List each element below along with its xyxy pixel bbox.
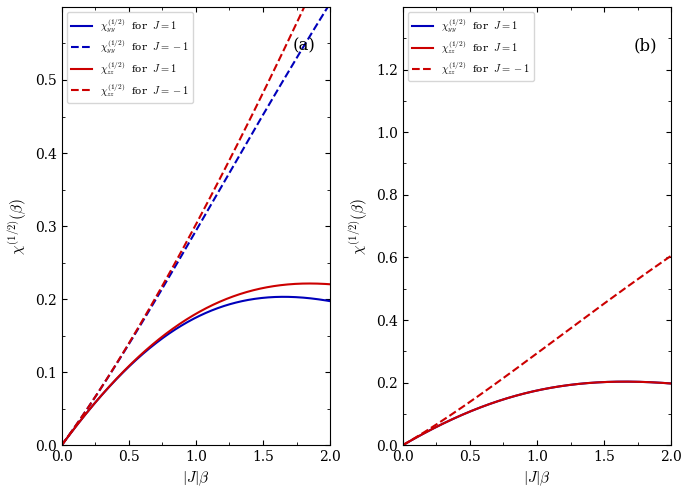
Legend: $\chi^{(1/2)}_{yy}$  for  $J=1$, $\chi^{(1/2)}_{zz}$  for  $J=1$, $\chi^{(1/2)}_: $\chi^{(1/2)}_{yy}$ for $J=1$, $\chi^{(1… — [408, 12, 534, 81]
X-axis label: $|J|\beta$: $|J|\beta$ — [523, 470, 551, 488]
Y-axis label: $\chi^{(1/2)}(\beta)$: $\chi^{(1/2)}(\beta)$ — [348, 198, 371, 254]
Y-axis label: $\chi^{(1/2)}(\beta)$: $\chi^{(1/2)}(\beta)$ — [7, 198, 30, 254]
Text: (b): (b) — [634, 38, 657, 55]
X-axis label: $|J|\beta$: $|J|\beta$ — [182, 470, 210, 488]
Legend: $\chi^{(1/2)}_{yy}$  for  $J=1$, $\chi^{(1/2)}_{yy}$  for  $J=-1$, $\chi^{(1/2)}: $\chi^{(1/2)}_{yy}$ for $J=1$, $\chi^{(1… — [67, 12, 193, 102]
Text: (a): (a) — [293, 38, 316, 55]
